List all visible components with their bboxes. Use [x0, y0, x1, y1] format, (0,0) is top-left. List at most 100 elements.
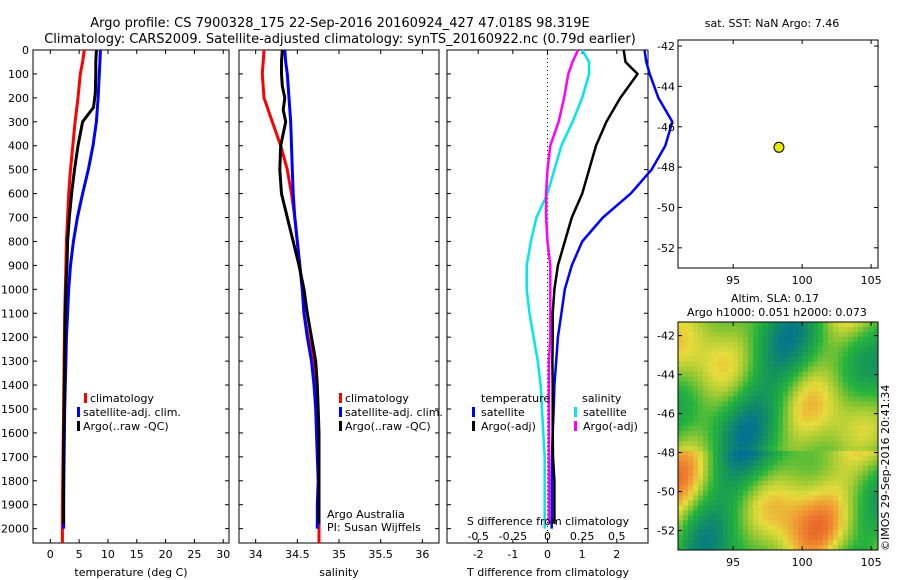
sla-cell	[763, 460, 769, 467]
sla-cell	[738, 341, 744, 348]
sla-cell	[793, 445, 799, 452]
sla-cell	[693, 545, 699, 551]
sla-cell	[778, 396, 784, 402]
sla-cell	[863, 470, 869, 477]
sla-cell	[753, 520, 759, 526]
sla-cell	[788, 416, 794, 422]
sla-cell	[853, 326, 859, 333]
sla-cell	[738, 470, 744, 477]
sla-cell	[763, 361, 769, 368]
sla-cell	[828, 351, 834, 358]
sla-cell	[748, 460, 754, 467]
sla-cell	[863, 376, 869, 382]
sla-cell	[823, 421, 829, 427]
sla-cell	[758, 351, 764, 358]
sla-cell	[853, 381, 859, 387]
sla-cell	[868, 336, 874, 343]
sla-cell	[808, 361, 814, 368]
sla-cell	[768, 326, 774, 333]
sla-cell	[748, 470, 754, 477]
sla-cell	[768, 540, 774, 546]
sla-cell	[843, 500, 849, 506]
sla-cell	[863, 455, 869, 462]
sla-cell	[858, 331, 864, 338]
sla-cell	[743, 376, 749, 382]
sla-cell	[858, 351, 864, 358]
sla-cell	[758, 436, 764, 442]
sla-cell	[858, 500, 864, 506]
sla-cell	[803, 356, 809, 363]
sla-cell	[758, 346, 764, 353]
sla-cell	[688, 480, 694, 486]
sla-cell	[693, 386, 699, 392]
sla-cell	[698, 475, 704, 482]
sla-cell	[853, 406, 859, 412]
sla-cell	[783, 421, 789, 427]
sla-cell	[733, 485, 739, 491]
sla-cell	[808, 326, 814, 333]
sla-cell	[793, 485, 799, 491]
sla-cell	[813, 406, 819, 412]
sla-cell	[738, 371, 744, 377]
sla-cell	[733, 490, 739, 496]
sla-cell	[783, 401, 789, 407]
sla-cell	[868, 535, 874, 541]
sla-cell	[743, 426, 749, 432]
map-x-tick-label: 100	[792, 274, 813, 287]
sla-cell	[848, 322, 854, 328]
sla-cell	[693, 416, 699, 422]
sla-cell	[873, 361, 879, 368]
sla-cell	[708, 361, 714, 368]
sla-cell	[873, 341, 879, 348]
sla-cell	[753, 366, 759, 372]
sla-cell	[738, 366, 744, 372]
sla-cell	[808, 480, 814, 486]
sla-cell	[853, 520, 859, 526]
sla-cell	[783, 406, 789, 412]
location-title: sat. SST: NaN Argo: 7.46	[705, 17, 839, 30]
sla-cell	[748, 401, 754, 407]
sla-cell	[798, 490, 804, 496]
sla-cell	[748, 520, 754, 526]
sla-cell	[698, 416, 704, 422]
depth-tick-label: 1400	[1, 379, 29, 392]
sla-cell	[763, 322, 769, 328]
sla-cell	[798, 515, 804, 521]
sla-cell	[783, 381, 789, 387]
argo-location-marker	[773, 141, 785, 153]
sla-cell	[793, 426, 799, 432]
sla-cell	[693, 336, 699, 343]
sla-cell	[833, 455, 839, 462]
sla-cell	[698, 322, 704, 328]
sla-cell	[858, 470, 864, 477]
depth-tick-label: 1900	[1, 499, 29, 512]
sla-cell	[823, 361, 829, 368]
sla-cell	[773, 426, 779, 432]
sla-cell	[748, 480, 754, 486]
sla-cell	[858, 381, 864, 387]
sla-cell	[773, 530, 779, 536]
x-tick-label: 0	[47, 548, 54, 561]
sla-cell	[798, 525, 804, 531]
sla-cell	[748, 515, 754, 521]
sla-cell	[803, 361, 809, 368]
sla-cell	[863, 416, 869, 422]
sla-cell	[858, 530, 864, 536]
sla-cell	[763, 431, 769, 437]
sla-cell	[813, 525, 819, 531]
map-x-tick-label: 95	[726, 274, 740, 287]
sla-cell	[818, 371, 824, 377]
sla-cell	[838, 366, 844, 372]
sla-cell	[763, 421, 769, 427]
sla-cell	[828, 341, 834, 348]
sla-cell	[738, 455, 744, 462]
sla-cell	[758, 371, 764, 377]
sla-cell	[678, 351, 684, 358]
sla-cell	[838, 525, 844, 531]
sla-cell	[823, 530, 829, 536]
sla-cell	[823, 535, 829, 541]
x-tick-label: 1	[579, 548, 586, 561]
sla-cell	[853, 356, 859, 363]
sla-cell	[828, 445, 834, 452]
sla-cell	[708, 475, 714, 482]
